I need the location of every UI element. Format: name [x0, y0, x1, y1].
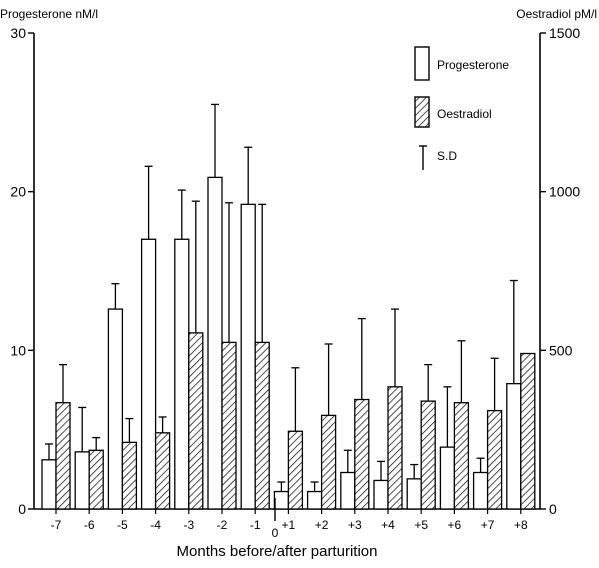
progesterone-bar — [506, 383, 522, 510]
y-right-tick-label: 1000 — [549, 184, 580, 200]
progesterone-bar — [373, 479, 389, 510]
x-tick-label: -1 — [250, 518, 261, 532]
oestradiol-bar — [254, 341, 270, 510]
x-tick-label: -2 — [217, 518, 228, 532]
oestradiol-bar — [520, 352, 536, 510]
legend-oestradiol-label: Oestradiol — [437, 107, 492, 121]
oestradiol-bar — [320, 414, 337, 510]
x-tick-label: +8 — [514, 518, 528, 532]
x-tick-label: -7 — [51, 518, 62, 532]
oestradiol-bar — [354, 398, 370, 510]
y-left-tick-label: 0 — [18, 501, 26, 517]
oestradiol-bar — [121, 441, 138, 510]
oestradiol-bar — [453, 402, 470, 510]
x-tick-label: +2 — [315, 518, 329, 532]
y-right-tick-label: 0 — [549, 501, 557, 517]
y-left-tick-label: 10 — [10, 342, 26, 358]
oestradiol-bar — [387, 386, 403, 510]
progesterone-bar — [273, 490, 290, 510]
x-tick-label: -3 — [183, 518, 194, 532]
x-tick-label: +5 — [414, 518, 428, 532]
legend-sd-symbol — [419, 145, 427, 170]
oestradiol-bar — [420, 400, 436, 510]
x-tick-label: -6 — [84, 518, 95, 532]
parturition-marker: 0 — [272, 498, 279, 540]
parturition-zero-label: 0 — [272, 526, 279, 540]
y-left-tick-label: 30 — [10, 25, 26, 41]
legend: Progesterone Oestradiol S.D — [414, 46, 509, 170]
progesterone-bar — [472, 471, 489, 510]
progesterone-bar — [140, 238, 157, 510]
x-tick-label: -5 — [117, 518, 128, 532]
x-tick-label: +3 — [348, 518, 362, 532]
legend-sd-label: S.D — [437, 149, 457, 163]
progesterone-bar — [406, 478, 422, 510]
oestradiol-bar — [88, 449, 104, 510]
progesterone-bar — [439, 446, 456, 510]
progesterone-bar — [306, 490, 323, 510]
legend-progesterone-swatch — [414, 46, 430, 81]
oestradiol-bar — [154, 432, 171, 510]
legend-oestradiol-swatch — [414, 96, 430, 128]
x-tick-label: +6 — [448, 518, 462, 532]
y-left-ticks: 0 10 20 30 — [10, 25, 34, 517]
progesterone-bar — [41, 459, 57, 510]
x-tick-label: -4 — [150, 518, 161, 532]
progesterone-bar — [207, 176, 223, 510]
progesterone-bar — [74, 451, 90, 510]
x-tick-label: +4 — [381, 518, 395, 532]
y-left-axis-label: Progesterone nM/l — [0, 7, 98, 21]
oestradiol-bar — [55, 402, 71, 510]
legend-progesterone-label: Progesterone — [437, 58, 509, 72]
oestradiol-bar — [188, 332, 204, 510]
y-right-axis-label: Oestradiol pM/l — [516, 7, 597, 21]
y-left-tick-label: 20 — [10, 184, 26, 200]
x-axis-label: Months before/after parturition — [177, 543, 378, 560]
progesterone-bar — [340, 471, 356, 510]
progesterone-bar — [240, 203, 256, 510]
oestradiol-bar — [221, 341, 237, 510]
oestradiol-bar — [287, 430, 304, 510]
oestradiol-bar — [486, 409, 503, 510]
progesterone-bar — [174, 238, 190, 510]
x-tick-label: +1 — [282, 518, 296, 532]
progesterone-bar — [107, 308, 124, 510]
x-tick-label: +7 — [481, 518, 495, 532]
y-right-tick-label: 500 — [549, 342, 573, 358]
bars — [41, 103, 536, 510]
y-right-tick-label: 1500 — [549, 25, 580, 41]
x-ticks: -7 -6 -5 -4 -3 -2 -1 +1 +2 +3 +4 +5 +6 +7 +8 — [51, 509, 528, 532]
y-right-ticks: 0 500 1000 1500 — [540, 25, 580, 517]
